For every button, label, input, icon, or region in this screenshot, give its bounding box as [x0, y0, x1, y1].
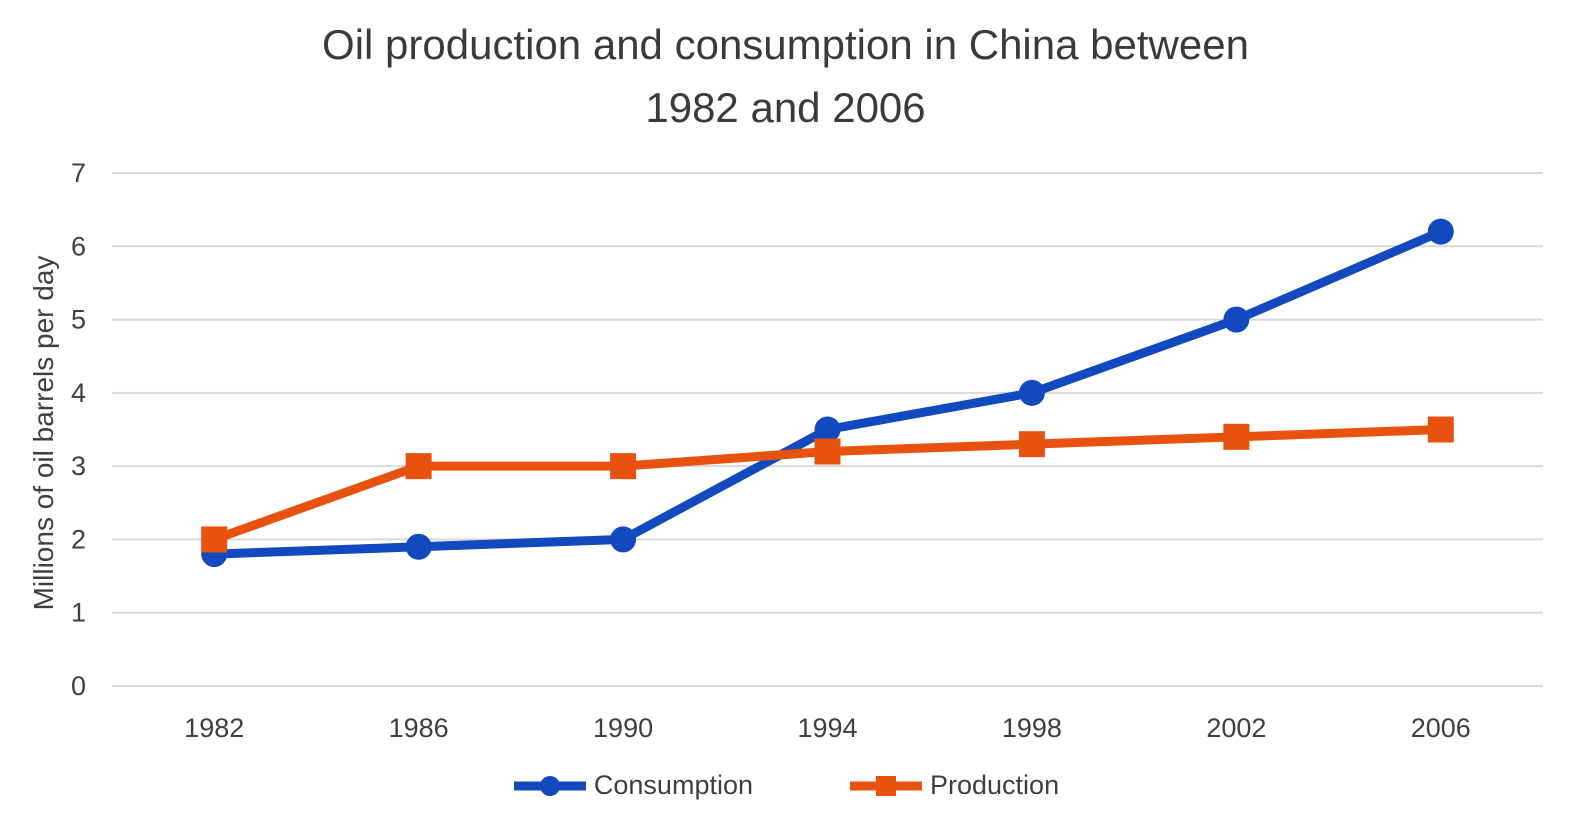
y-tick-label: 2 — [71, 524, 86, 554]
legend-item-production: Production — [848, 770, 1059, 801]
y-tick-label: 4 — [71, 378, 86, 408]
y-tick-label: 1 — [71, 598, 86, 628]
x-tick-label: 1990 — [593, 713, 653, 743]
production-point-marker — [1223, 423, 1250, 450]
legend-label-production: Production — [930, 770, 1060, 800]
production-point-marker — [610, 453, 637, 480]
y-tick-label: 6 — [71, 231, 86, 261]
production-point-marker — [201, 526, 228, 553]
production-point-marker — [1018, 431, 1045, 458]
y-tick-label: 5 — [71, 305, 86, 335]
y-tick-label: 0 — [71, 671, 86, 701]
consumption-point-marker — [1018, 379, 1045, 406]
x-tick-label: 1994 — [797, 713, 857, 743]
production-point-marker — [405, 453, 432, 480]
x-tick-label: 1986 — [389, 713, 449, 743]
chart-title-line1: Oil production and consumption in China … — [322, 21, 1249, 68]
x-tick-label: 1998 — [1002, 713, 1062, 743]
consumption-line-circle-marker-icon — [513, 775, 586, 796]
x-tick-label: 2002 — [1206, 713, 1266, 743]
y-tick-label: 3 — [71, 451, 86, 481]
x-tick-label: 1982 — [184, 713, 244, 743]
consumption-point-marker — [814, 416, 841, 443]
x-tick-label: 2006 — [1411, 713, 1471, 743]
production-point-marker — [814, 438, 841, 465]
consumption-point-marker — [1427, 218, 1454, 245]
legend-item-consumption: Consumption — [512, 770, 753, 801]
production-point-marker — [1427, 416, 1454, 443]
legend-label-consumption: Consumption — [593, 770, 753, 800]
consumption-point-marker — [1223, 306, 1250, 333]
consumption-point-marker — [610, 526, 637, 553]
y-tick-label: 7 — [71, 158, 86, 188]
consumption-point-marker — [405, 533, 432, 560]
chart-title-line2: 1982 and 2006 — [645, 84, 926, 131]
production-line-square-marker-icon — [850, 775, 922, 796]
legend: Consumption Production — [0, 770, 1571, 801]
chart-title: Oil production and consumption in China … — [0, 13, 1571, 139]
